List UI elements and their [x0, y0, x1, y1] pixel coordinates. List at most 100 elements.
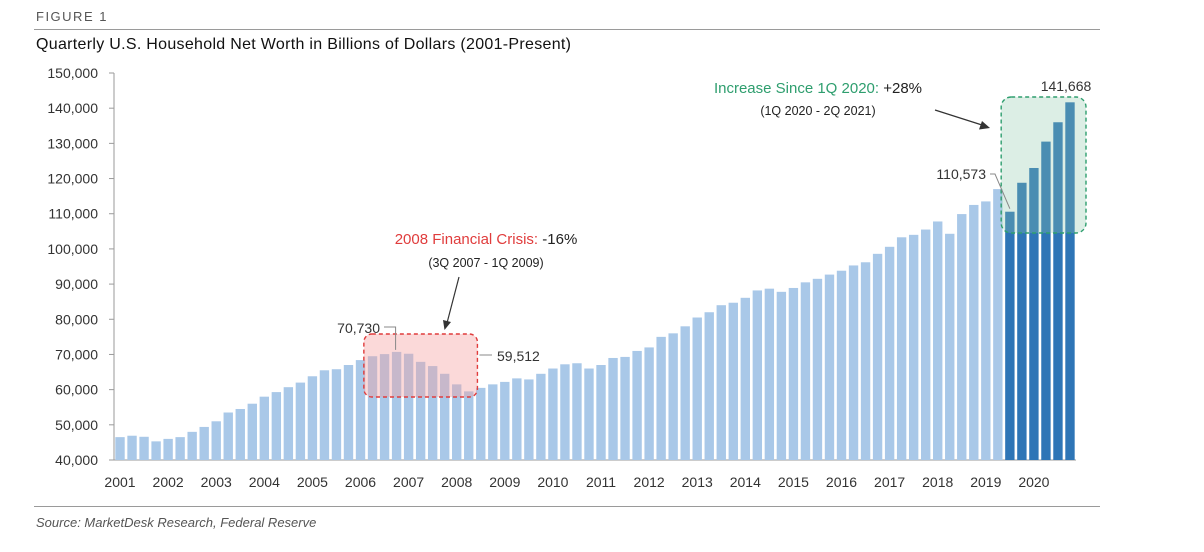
bar [788, 287, 799, 460]
bar [235, 408, 245, 460]
bar [584, 368, 594, 460]
bar [151, 441, 161, 460]
bar [704, 312, 714, 460]
bar [993, 189, 1003, 460]
bar [500, 381, 510, 460]
bar [969, 204, 979, 460]
bar [812, 278, 823, 460]
bar [860, 262, 871, 460]
bar [740, 297, 751, 460]
bar [620, 356, 630, 460]
x-tick-label: 2001 [104, 474, 135, 490]
increase-arrow [934, 109, 983, 126]
bar [163, 438, 173, 460]
y-tick-label: 150,000 [47, 65, 98, 81]
bar [115, 437, 125, 460]
bar [800, 282, 811, 460]
bar [247, 403, 257, 460]
y-tick-label: 140,000 [47, 100, 98, 116]
bar [343, 365, 354, 460]
figure-label: FIGURE 1 [36, 9, 108, 24]
increase-callout-range: (1Q 2020 - 2Q 2021) [760, 104, 875, 118]
x-tick-label: 2008 [441, 474, 472, 490]
increase-callout-value: +28% [883, 80, 922, 97]
bar [1005, 211, 1015, 460]
y-tick-label: 60,000 [55, 382, 98, 398]
bar [752, 290, 763, 460]
x-tick-label: 2014 [730, 474, 761, 490]
increase-highlight-box [1000, 96, 1087, 234]
x-tick-label: 2012 [634, 474, 665, 490]
bar [656, 336, 666, 460]
bar [223, 412, 233, 460]
bar [632, 350, 642, 460]
bar [175, 437, 185, 460]
crisis-callout-range: (3Q 2007 - 1Q 2009) [428, 256, 543, 270]
bar [1053, 122, 1063, 460]
bar [884, 246, 895, 460]
x-tick-label: 2004 [249, 474, 280, 490]
bar [403, 353, 414, 460]
bar [488, 384, 498, 460]
y-tick-label: 80,000 [55, 311, 98, 327]
increase-arrowhead [979, 121, 990, 130]
bar [957, 214, 967, 460]
bar [848, 265, 859, 460]
x-tick-label: 2013 [682, 474, 713, 490]
bar [319, 370, 330, 460]
bar [271, 392, 282, 460]
crisis-highlight-box [363, 333, 479, 398]
crisis-arrow [446, 276, 460, 324]
crisis-trough-label: 59,512 [497, 348, 540, 364]
bar [536, 373, 546, 460]
bar [283, 387, 294, 460]
increase-callout-label: Increase Since 1Q 2020: [714, 80, 883, 97]
bar [824, 274, 835, 460]
x-tick-label: 2005 [297, 474, 328, 490]
bar [139, 436, 149, 460]
bar [211, 421, 221, 460]
bar [524, 379, 534, 460]
bar [896, 237, 907, 460]
x-tick-label: 2020 [1018, 474, 1049, 490]
x-tick-label: 2006 [345, 474, 376, 490]
bar [355, 360, 366, 460]
x-tick-label: 2011 [586, 474, 616, 490]
bar [933, 221, 943, 460]
y-tick-label: 110,000 [48, 206, 98, 222]
crisis-arrowhead [443, 320, 451, 330]
increase-start-label: 110,573 [936, 166, 986, 182]
bar [572, 363, 582, 460]
x-tick-label: 2002 [153, 474, 184, 490]
bar [596, 365, 606, 460]
bar [1065, 102, 1075, 461]
x-tick-label: 2010 [537, 474, 568, 490]
bar [187, 431, 197, 460]
footer-divider [34, 506, 1100, 507]
bar [259, 396, 270, 460]
bar [776, 291, 787, 460]
bar [692, 317, 702, 460]
increase-start-leader [990, 173, 1011, 209]
bar [872, 253, 883, 460]
bar [367, 356, 378, 460]
bar [560, 364, 570, 460]
bar [548, 368, 558, 460]
bar [1029, 167, 1039, 460]
increase-end-label: 141,668 [1041, 78, 1092, 94]
bar [608, 357, 618, 460]
y-tick-label: 100,000 [47, 241, 98, 257]
bar [391, 351, 402, 460]
bar [680, 326, 690, 460]
bar [945, 233, 955, 460]
bar [908, 234, 919, 460]
y-tick-label: 130,000 [47, 135, 98, 151]
bar [1017, 182, 1027, 460]
x-tick-label: 2016 [826, 474, 857, 490]
x-tick-label: 2009 [489, 474, 520, 490]
bar [127, 435, 137, 460]
chart-title: Quarterly U.S. Household Net Worth in Bi… [36, 36, 572, 53]
x-tick-label: 2017 [874, 474, 905, 490]
bar [452, 384, 462, 460]
